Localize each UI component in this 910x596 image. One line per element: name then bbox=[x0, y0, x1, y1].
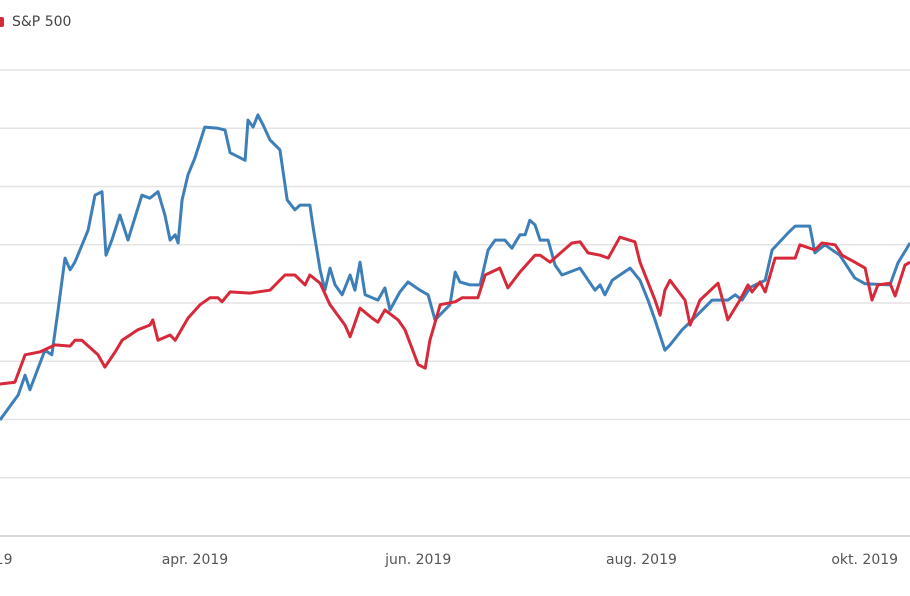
x-tick-label: jun. 2019 bbox=[384, 552, 451, 568]
x-tick-label: aug. 2019 bbox=[606, 552, 677, 568]
series-line-sp500[interactable] bbox=[0, 235, 910, 386]
x-tick-label: feb. 2019 bbox=[0, 552, 12, 568]
series-line-stock[interactable] bbox=[0, 113, 910, 421]
x-tick-label: apr. 2019 bbox=[162, 552, 228, 568]
legend-swatch-sp500 bbox=[0, 17, 4, 27]
x-tick-label: okt. 2019 bbox=[831, 552, 898, 568]
legend[interactable]: S&P 500 bbox=[0, 14, 71, 30]
legend-label-sp500: S&P 500 bbox=[12, 14, 72, 30]
